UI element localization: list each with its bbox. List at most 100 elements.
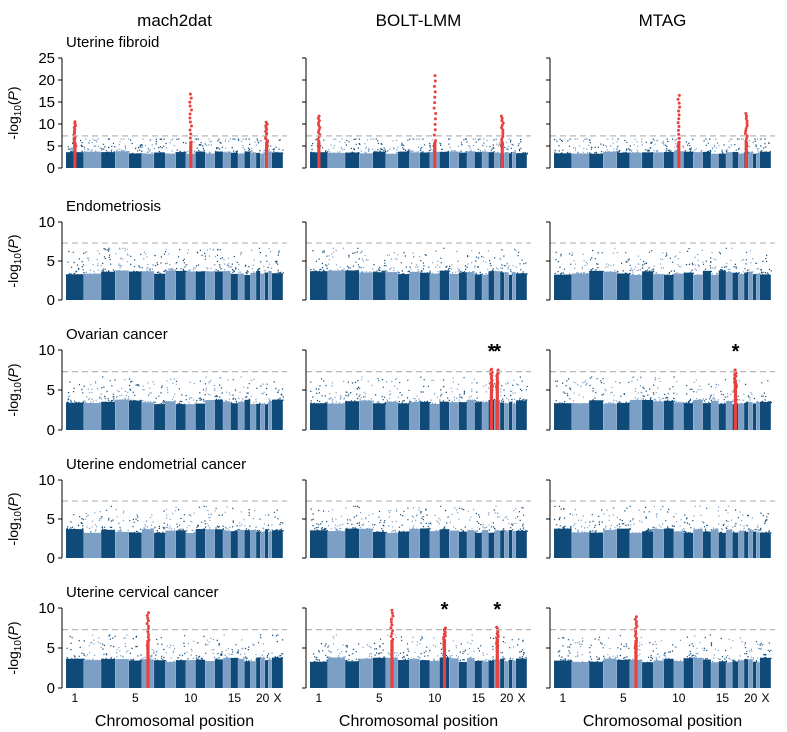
hit-point-chr19 — [501, 132, 505, 136]
chr-points-3 — [589, 376, 605, 402]
hit-point-chr10 — [677, 125, 681, 129]
chr-band-8 — [409, 271, 420, 300]
chr-band-9 — [175, 270, 186, 300]
chr-points-8 — [409, 395, 421, 404]
hit-locus-chr10 — [189, 141, 193, 168]
panel-uterine-fibroid-mach2dat: 0 5 10 15 20 25 — [38, 50, 287, 177]
chr-band-16 — [726, 529, 733, 558]
chr-band-1 — [310, 661, 328, 688]
chr-points-8 — [410, 252, 421, 274]
chr-points-11 — [440, 641, 450, 659]
chr-band-9 — [175, 660, 186, 688]
chr-band-16 — [482, 530, 489, 558]
chr-band-12 — [205, 400, 215, 430]
chr-points-2 — [328, 138, 346, 155]
hit-point-chr6 — [633, 634, 637, 638]
hit-point-chr6 — [634, 622, 638, 626]
snp-points — [66, 376, 284, 430]
y-tick-label: 25 — [38, 50, 55, 67]
snp-points — [554, 247, 772, 300]
hit-locus-chr6 — [390, 640, 394, 688]
chr-band-5 — [128, 153, 142, 168]
chr-band-20 — [260, 532, 265, 558]
chr-band-22 — [268, 271, 272, 300]
hit-point-chr10 — [433, 117, 437, 121]
significance-star: * — [441, 599, 449, 621]
hit-point-chr1 — [317, 142, 321, 146]
chr-points-14 — [467, 250, 476, 274]
chr-band-6 — [141, 529, 154, 558]
chr-points-11 — [195, 635, 207, 661]
chr-points-4 — [603, 247, 619, 273]
y-axis-label: -log10(P) — [5, 621, 24, 674]
chr-band-18 — [494, 530, 500, 558]
chr-points-12 — [693, 635, 704, 660]
chr-band-15 — [474, 152, 482, 168]
chr-band-23 — [515, 400, 527, 430]
chr-points-18 — [738, 138, 745, 156]
chr-band-13 — [214, 399, 223, 430]
chr-points-4 — [603, 507, 618, 532]
hit-point-chr6 — [633, 646, 637, 650]
x-tick-label: 20 — [500, 691, 514, 705]
hit-point-chr10 — [433, 95, 437, 99]
hit-point-chr6 — [147, 632, 151, 636]
row-title-endometriosis: Endometriosis — [66, 198, 161, 215]
chr-points-17 — [732, 659, 740, 663]
chr-band-14 — [711, 662, 719, 688]
significance-star: * — [493, 341, 501, 363]
chr-points-15 — [718, 509, 728, 534]
chr-points-1 — [67, 250, 85, 276]
y-label-p: P — [5, 238, 21, 248]
y-tick-label: 10 — [38, 214, 55, 231]
hit-point-chr10 — [189, 144, 193, 148]
y-axis-label-text: -log10(P) — [5, 86, 24, 139]
chr-points-2 — [327, 247, 345, 272]
chr-points-18 — [250, 141, 257, 154]
chr-points-10 — [186, 381, 197, 406]
chr-points-12 — [449, 138, 460, 153]
chr-band-3 — [101, 271, 116, 300]
chr-band-12 — [449, 658, 459, 688]
chr-band-22 — [512, 403, 516, 430]
chr-points-8 — [653, 139, 665, 154]
chr-band-4 — [115, 659, 129, 688]
chr-band-19 — [744, 531, 749, 558]
chr-band-12 — [693, 152, 703, 168]
chr-band-7 — [642, 662, 654, 688]
y-label-paren-close: ) — [5, 363, 21, 368]
chr-band-2 — [327, 657, 345, 688]
chr-band-8 — [165, 530, 176, 558]
y-label-prefix: -log — [5, 116, 21, 139]
chr-band-10 — [673, 273, 684, 300]
hit-point-chr19 — [744, 129, 748, 133]
chr-points-4 — [604, 138, 618, 153]
chr-points-16 — [726, 505, 734, 531]
chr-band-14 — [467, 400, 475, 430]
chr-band-4 — [359, 528, 373, 558]
y-axis-label: -log10(P) — [5, 86, 24, 139]
snp-points — [310, 74, 528, 168]
chr-band-14 — [467, 272, 475, 300]
hit-point-chr6 — [390, 611, 394, 615]
chr-points-5 — [130, 139, 143, 155]
chr-band-5 — [616, 273, 630, 300]
chr-band-22 — [512, 531, 516, 558]
x-axis-label: Chromosomal position — [583, 713, 742, 730]
chr-band-9 — [663, 659, 674, 688]
x-tick-label: 15 — [716, 691, 730, 705]
hit-locus-chr1 — [317, 141, 321, 168]
chr-band-11 — [195, 659, 206, 688]
chr-band-7 — [154, 660, 166, 688]
chr-band-19 — [500, 272, 505, 300]
hit-point-chr10 — [188, 116, 192, 120]
snp-points — [310, 505, 528, 558]
x-tick-label: 10 — [184, 691, 198, 705]
chr-points-10 — [674, 251, 685, 276]
chr-band-5 — [372, 531, 386, 558]
chr-points-12 — [205, 637, 216, 663]
chr-points-5 — [617, 381, 631, 405]
chr-points-8 — [653, 377, 665, 402]
hit-point-chr6 — [634, 632, 638, 636]
chr-points-13 — [215, 377, 223, 401]
